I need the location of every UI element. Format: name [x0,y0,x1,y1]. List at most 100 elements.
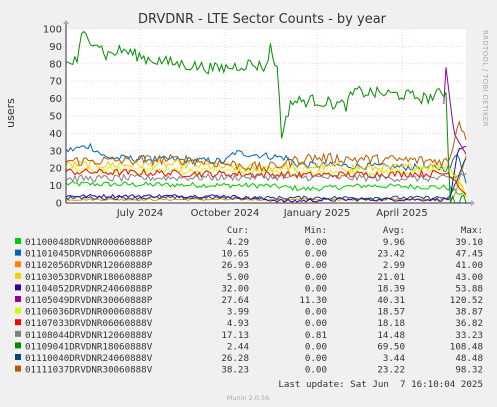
y-tick-label: 10 [49,181,62,192]
legend-max-value: 41.00 [455,260,483,271]
legend-swatch [15,296,21,302]
legend-cur-value: 27.64 [221,295,249,306]
series-line-6 [443,67,467,155]
legend-avg-value: 14.48 [377,330,405,341]
y-tick-label: 90 [49,42,62,53]
series-line-11 [65,158,467,201]
legend-max-value: 39.10 [455,237,483,248]
legend-header-cur: Cur: [227,225,249,236]
legend-cur-value: 4.93 [227,318,249,329]
legend-series-name: 01102056DRVDNR12060888P [25,260,153,271]
legend-avg-value: 18.57 [377,307,405,318]
legend-max-value: 98.32 [455,365,483,376]
legend-min-value: 11.30 [299,295,327,306]
legend-header-max: Max: [461,225,483,236]
legend-avg-value: 69.50 [377,341,405,352]
legend-series-name: 01103053DRVDNR18060888P [25,272,153,283]
x-tick-label: July 2024 [116,208,164,219]
legend-max-value: 108.48 [450,341,483,352]
y-tick-label: 70 [49,77,62,88]
legend-cur-value: 17.13 [221,330,249,341]
legend-avg-value: 23.22 [377,365,405,376]
y-axis-label: users [4,98,17,128]
legend-min-value: 0.00 [305,272,327,283]
legend-series-name: 01100048DRVDNR00060888P [25,237,153,248]
legend: Cur: Min: Avg: Max: 01100048DRVDNR000608… [15,225,483,376]
series-line-2 [65,142,467,184]
legend-cur-value: 10.65 [221,249,249,260]
series-line-1 [65,180,467,198]
legend-max-value: 48.48 [455,353,483,364]
legend-avg-value: 23.42 [377,249,405,260]
legend-max-value: 43.00 [455,272,483,283]
legend-cur-value: 2.44 [227,341,250,352]
legend-series-name: 01108044DRVDNR12060888V [25,330,153,341]
series-line-10 [65,30,467,204]
legend-avg-value: 40.31 [377,295,405,306]
y-tick-label: 0 [56,199,62,210]
legend-min-value: 0.81 [305,330,327,341]
legend-max-value: 53.88 [455,283,483,294]
y-tick-label: 50 [49,112,62,123]
x-ticks: July 2024 October 2024 January 2025 April 2… [116,208,428,219]
legend-avg-value: 21.01 [377,272,405,283]
legend-swatch [15,261,21,268]
legend-cur-value: 38.23 [221,365,249,376]
x-tick-label: April 2025 [376,208,427,219]
munin-footer: Munin 2.0.56 [227,394,270,402]
legend-swatch [15,249,21,256]
legend-min-value: 0.00 [305,283,327,294]
y-tick-label: 30 [49,146,62,157]
legend-max-value: 38.87 [455,307,483,318]
x-tick-label: January 2025 [283,208,351,219]
series-line-4 [65,158,467,198]
legend-series-name: 01109041DRVDNR18060888V [25,341,153,352]
y-tick-label: 80 [49,59,62,70]
legend-cur-value: 26.28 [221,353,249,364]
y-tick-label: 20 [49,164,62,175]
legend-series-name: 01107033DRVDNR06060888V [25,318,153,329]
y-tick-label: 100 [43,25,62,36]
series-line-12 [65,120,467,173]
last-update: Last update: Sat Jun 7 16:10:04 2025 [278,379,483,390]
legend-avg-value: 3.44 [383,353,406,364]
legend-cur-value: 3.99 [227,307,249,318]
legend-swatch [15,284,21,291]
y-tick-label: 60 [49,94,62,105]
legend-series-name: 01106036DRVDNR00060888V [25,307,153,318]
legend-swatch [15,307,21,314]
series-lines [65,30,467,204]
legend-min-value: 0.00 [305,307,327,318]
legend-swatch [15,365,21,372]
legend-max-value: 33.23 [455,330,483,341]
legend-min-value: 0.00 [305,318,327,329]
legend-swatch [15,330,21,337]
legend-avg-value: 18.39 [377,283,405,294]
legend-avg-value: 2.99 [383,260,405,271]
series-line-9 [65,172,467,184]
legend-cur-value: 32.00 [221,283,249,294]
legend-series-name: 01101045DRVDNR06060888P [25,249,153,260]
legend-max-value: 36.82 [455,318,483,329]
legend-max-value: 120.52 [450,295,483,306]
y-axis-arrow-icon [63,20,69,24]
legend-avg-value: 18.18 [377,318,405,329]
legend-min-value: 0.00 [305,353,327,364]
legend-swatch [15,238,21,244]
legend-min-value: 0.00 [305,365,327,376]
legend-min-value: 0.00 [305,341,327,352]
legend-swatch [15,319,21,326]
x-tick-label: October 2024 [191,208,260,219]
legend-swatch [15,272,21,279]
legend-min-value: 0.00 [305,237,327,248]
legend-cur-value: 4.29 [227,237,249,248]
legend-swatch [15,342,21,349]
side-label: RRDTOOL / TOBI OETIKER [481,30,489,127]
legend-min-value: 0.00 [305,249,327,260]
series-line-5 [65,146,467,203]
legend-series-name: 01104052DRVDNR24060888P [25,283,153,294]
chart-title: DRVDNR - LTE Sector Counts - by year [138,12,387,27]
legend-min-value: 0.00 [305,260,327,271]
legend-series-name: 01111037DRVDNR30060888V [25,365,153,376]
